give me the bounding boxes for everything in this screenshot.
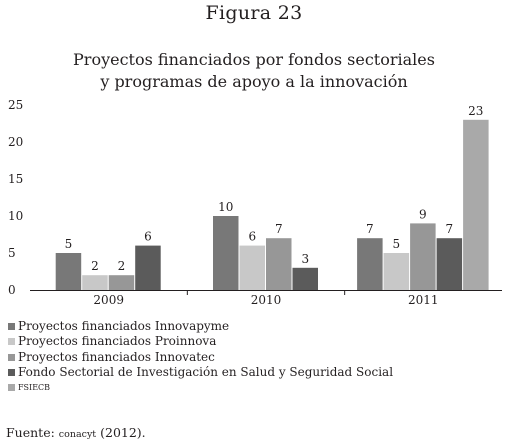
source-year: (2012). bbox=[100, 425, 146, 440]
legend-item-innovapyme: Proyectos financiados Innovapyme bbox=[8, 319, 393, 334]
data-label: 2 bbox=[91, 259, 99, 273]
chart-title-line-1: Proyectos financiados por fondos sectori… bbox=[73, 50, 435, 69]
y-tick-label: 15 bbox=[8, 172, 23, 186]
data-label: 6 bbox=[144, 230, 152, 244]
legend-item-innovatec: Proyectos financiados Innovatec bbox=[8, 350, 393, 365]
bar bbox=[135, 245, 161, 290]
data-label: 3 bbox=[301, 252, 309, 266]
legend-swatch bbox=[8, 353, 15, 361]
data-label: 5 bbox=[392, 237, 400, 251]
chart-title-line-2: y programas de apoyo a la innovación bbox=[100, 72, 408, 91]
bar-chart: 0 5 10 15 20 25 5 2 2 6 2009 10 6 7 3 2010 7 5 9 7 23 2011 bbox=[8, 98, 502, 307]
y-tick-label: 0 bbox=[8, 283, 16, 297]
legend-swatch bbox=[8, 369, 15, 377]
source-org: conacyt bbox=[58, 429, 97, 440]
legend-label: Proyectos financiados Proinnova bbox=[18, 334, 217, 349]
y-tick-label: 25 bbox=[8, 98, 23, 112]
bar bbox=[292, 267, 318, 290]
bar bbox=[383, 253, 410, 290]
legend-item-fondo-salud: Fondo Sectorial de Investigación en Salu… bbox=[8, 365, 393, 380]
data-label: 2 bbox=[118, 259, 126, 273]
legend-swatch bbox=[8, 323, 15, 331]
legend-item-proinnova: Proyectos financiados Proinnova bbox=[8, 334, 393, 349]
y-tick-label: 20 bbox=[8, 135, 23, 149]
bar bbox=[239, 245, 265, 290]
data-label: 6 bbox=[248, 230, 256, 244]
source-note: Fuente: conacyt (2012). bbox=[6, 425, 146, 440]
bar bbox=[213, 216, 239, 290]
data-label: 7 bbox=[275, 222, 283, 236]
bar bbox=[410, 223, 436, 290]
source-prefix: Fuente: bbox=[6, 425, 55, 440]
bar bbox=[463, 119, 489, 290]
bar bbox=[55, 253, 82, 290]
data-label: 23 bbox=[468, 104, 483, 118]
x-tick-label: 2010 bbox=[251, 293, 282, 307]
y-tick-label: 10 bbox=[8, 209, 23, 223]
data-label: 7 bbox=[366, 222, 374, 236]
bar bbox=[436, 238, 463, 290]
bar bbox=[357, 238, 383, 290]
legend-swatch bbox=[8, 338, 15, 346]
legend-label: FSIECB bbox=[18, 383, 51, 393]
legend-label: Proyectos financiados Innovapyme bbox=[18, 319, 230, 333]
figure-label: Figura 23 bbox=[205, 2, 303, 24]
x-tick-label: 2011 bbox=[408, 293, 439, 307]
legend-item-fsiecb: FSIECB bbox=[8, 380, 393, 395]
chart-title: Proyectos financiados por fondos sectori… bbox=[0, 49, 508, 93]
x-tick-label: 2009 bbox=[93, 293, 124, 307]
bar bbox=[266, 238, 292, 290]
chart-legend: Proyectos financiados Innovapyme Proyect… bbox=[8, 319, 393, 395]
legend-swatch bbox=[8, 384, 15, 392]
legend-label: Proyectos financiados Innovatec bbox=[18, 349, 215, 364]
legend-label: Fondo Sectorial de Investigación en Salu… bbox=[18, 364, 394, 379]
data-label: 5 bbox=[65, 237, 73, 251]
bar bbox=[82, 275, 108, 290]
data-label: 9 bbox=[419, 207, 427, 221]
bar bbox=[108, 275, 135, 290]
data-label: 7 bbox=[445, 222, 453, 236]
y-tick-label: 5 bbox=[8, 246, 16, 260]
data-label: 10 bbox=[218, 200, 233, 214]
